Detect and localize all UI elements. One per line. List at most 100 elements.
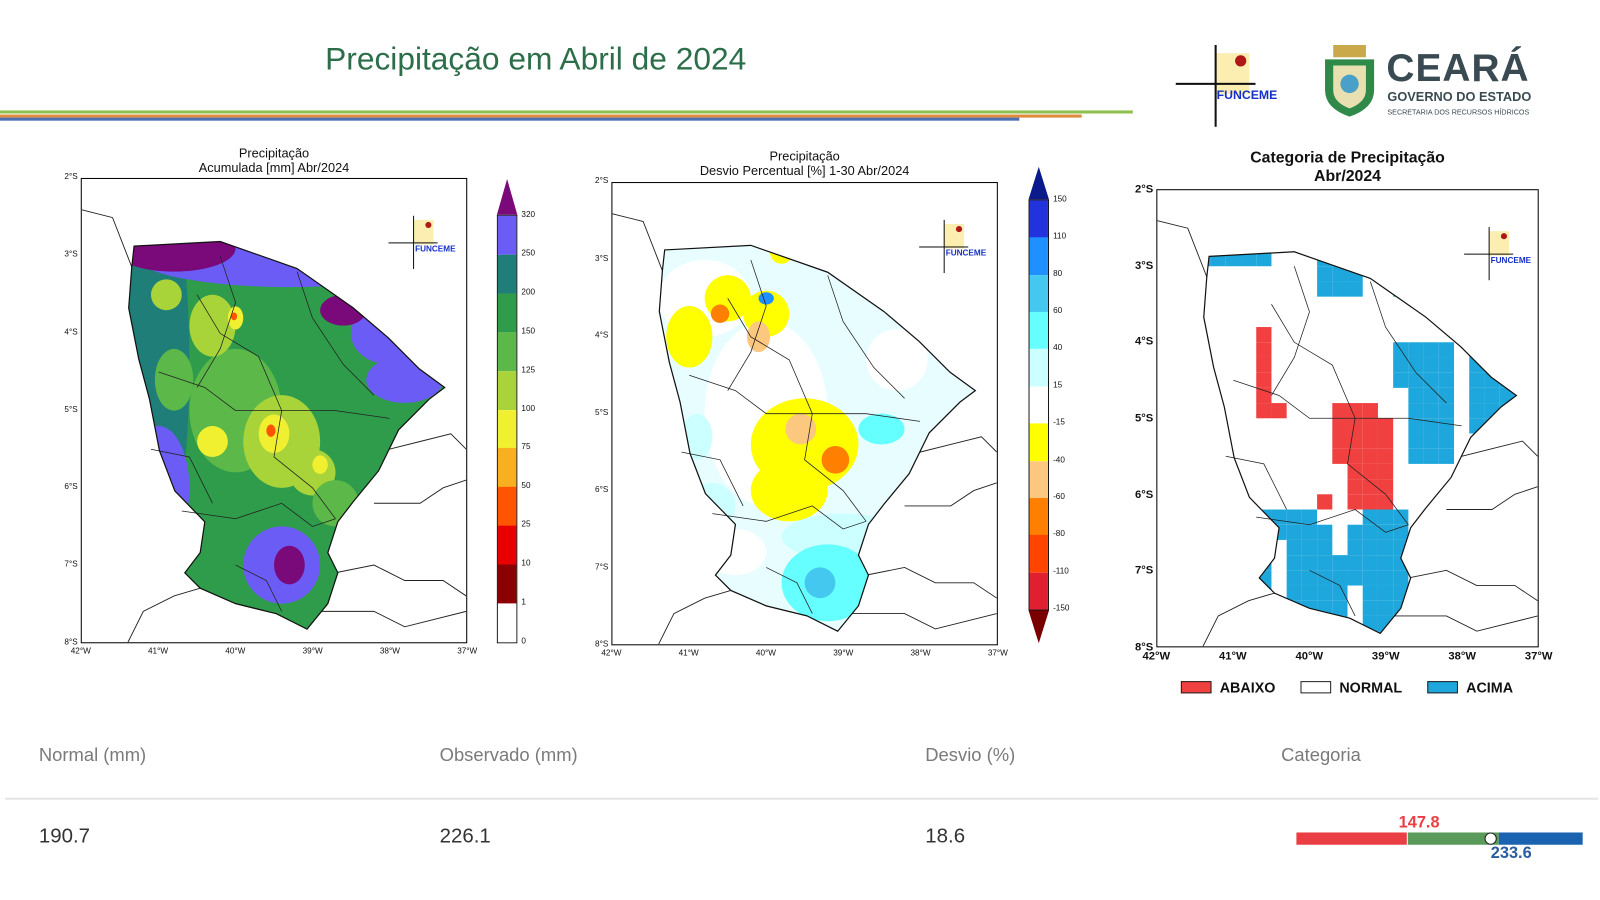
contour-area	[266, 424, 276, 437]
category-cell	[1286, 524, 1302, 540]
neighbor-border	[1408, 569, 1538, 602]
category-cell	[1256, 539, 1272, 556]
category-cell	[1332, 570, 1348, 586]
category-cell	[1256, 403, 1272, 419]
contour-area	[189, 294, 236, 357]
lon-tick: 40°W	[225, 646, 246, 656]
divider	[5, 797, 1599, 800]
colorbar-segment	[497, 332, 517, 372]
category-cell	[1301, 509, 1318, 525]
category-cell	[1210, 570, 1226, 586]
lat-tick: 7°S	[595, 561, 609, 572]
normal-value: 190.7	[38, 825, 91, 848]
lon-tick: 39°W	[302, 646, 323, 656]
category-cell	[1332, 236, 1347, 251]
category-cell	[1241, 251, 1257, 267]
category-cell	[1423, 615, 1439, 632]
category-cell	[1256, 357, 1272, 373]
category-bar-above	[1498, 832, 1583, 845]
category-cell	[1317, 555, 1333, 571]
accumulated-precipitation-map: FUNCEME	[80, 177, 468, 644]
header-deviation: Desvio (%)	[925, 744, 1016, 765]
category-cell	[1203, 631, 1211, 634]
category-cell	[1423, 357, 1439, 373]
colorbar-label: 125	[521, 364, 536, 374]
neighbor-border	[866, 566, 997, 599]
colorbar-label: -60	[1053, 491, 1065, 502]
category-cell	[1203, 372, 1211, 388]
lat-tick: 3°S	[64, 249, 78, 259]
colorbar-segment	[1029, 386, 1048, 425]
colorbar-label: -80	[1053, 529, 1065, 539]
category-cell	[1377, 418, 1394, 434]
colorbar-label: 250	[521, 248, 536, 258]
category-cell	[1377, 494, 1394, 510]
category-cell	[1438, 600, 1455, 616]
category-cell	[1499, 387, 1515, 404]
category-cell	[1286, 615, 1302, 632]
colorbar-label: -40	[1053, 454, 1065, 464]
category-cell	[1256, 342, 1272, 358]
lat-tick: 5°S	[595, 407, 609, 417]
category-cell	[1347, 418, 1363, 434]
deviation-value: 18.6	[925, 825, 966, 848]
category-cell	[1241, 555, 1257, 571]
region-border	[727, 259, 767, 391]
category-cell	[1347, 281, 1363, 297]
neighbor-border	[658, 590, 731, 645]
category-cell	[1317, 585, 1333, 601]
category-cell	[1514, 585, 1517, 601]
category-cell	[1256, 524, 1272, 540]
lat-tick: 4°S	[595, 330, 609, 340]
category-cell	[1408, 433, 1424, 449]
category-cell	[1469, 524, 1485, 540]
region-border	[1309, 569, 1356, 617]
category-cell	[1484, 524, 1500, 540]
category-cell	[1301, 615, 1318, 632]
category-cell	[1332, 585, 1348, 601]
category-cell	[1286, 585, 1302, 601]
category-cell	[1195, 236, 1210, 251]
lat-tick: 2°S	[595, 175, 609, 186]
neighbor-border	[389, 433, 467, 450]
category-cell	[1469, 539, 1485, 556]
category-cell	[1347, 448, 1363, 464]
category-cell	[1211, 236, 1226, 251]
category-cell	[1362, 433, 1378, 449]
category-cell	[1423, 372, 1439, 388]
lower-bound-label: 147.8	[1398, 814, 1440, 832]
category-cell	[1347, 403, 1363, 419]
neighbor-border	[843, 613, 997, 630]
region-border	[766, 567, 813, 614]
category-cell	[1454, 509, 1470, 525]
colorbar-segment	[1029, 423, 1048, 462]
category-cell	[1225, 524, 1242, 540]
category-cell	[1317, 236, 1332, 251]
category-cell	[1408, 357, 1424, 373]
category-cell	[1203, 600, 1211, 616]
category-cell	[1393, 266, 1409, 282]
category-cell	[1514, 403, 1517, 419]
category-cell	[1454, 631, 1470, 634]
category-cell	[1241, 236, 1256, 251]
legend-swatch	[1180, 681, 1212, 694]
colorbar-segment	[1029, 200, 1048, 239]
lat-tick: 5°S	[1135, 412, 1154, 425]
lat-tick: 7°S	[64, 559, 78, 569]
category-cell	[1317, 539, 1333, 556]
neighbor-border	[1461, 440, 1538, 457]
category-cell	[1241, 524, 1257, 540]
lat-tick: 6°S	[1135, 488, 1154, 501]
category-cell	[1438, 342, 1455, 358]
region-border	[150, 448, 213, 504]
category-cell	[1347, 266, 1363, 282]
lat-tick: 8°S	[595, 639, 609, 649]
category-cell	[1393, 236, 1408, 251]
colorbar-segment	[1029, 237, 1048, 276]
category-cell	[1499, 555, 1515, 571]
category-cell	[1241, 509, 1257, 525]
funceme-mini-logo: FUNCEME	[919, 219, 986, 274]
category-cell	[1469, 342, 1485, 358]
category-cell	[1423, 387, 1439, 404]
contour-area	[128, 572, 190, 630]
